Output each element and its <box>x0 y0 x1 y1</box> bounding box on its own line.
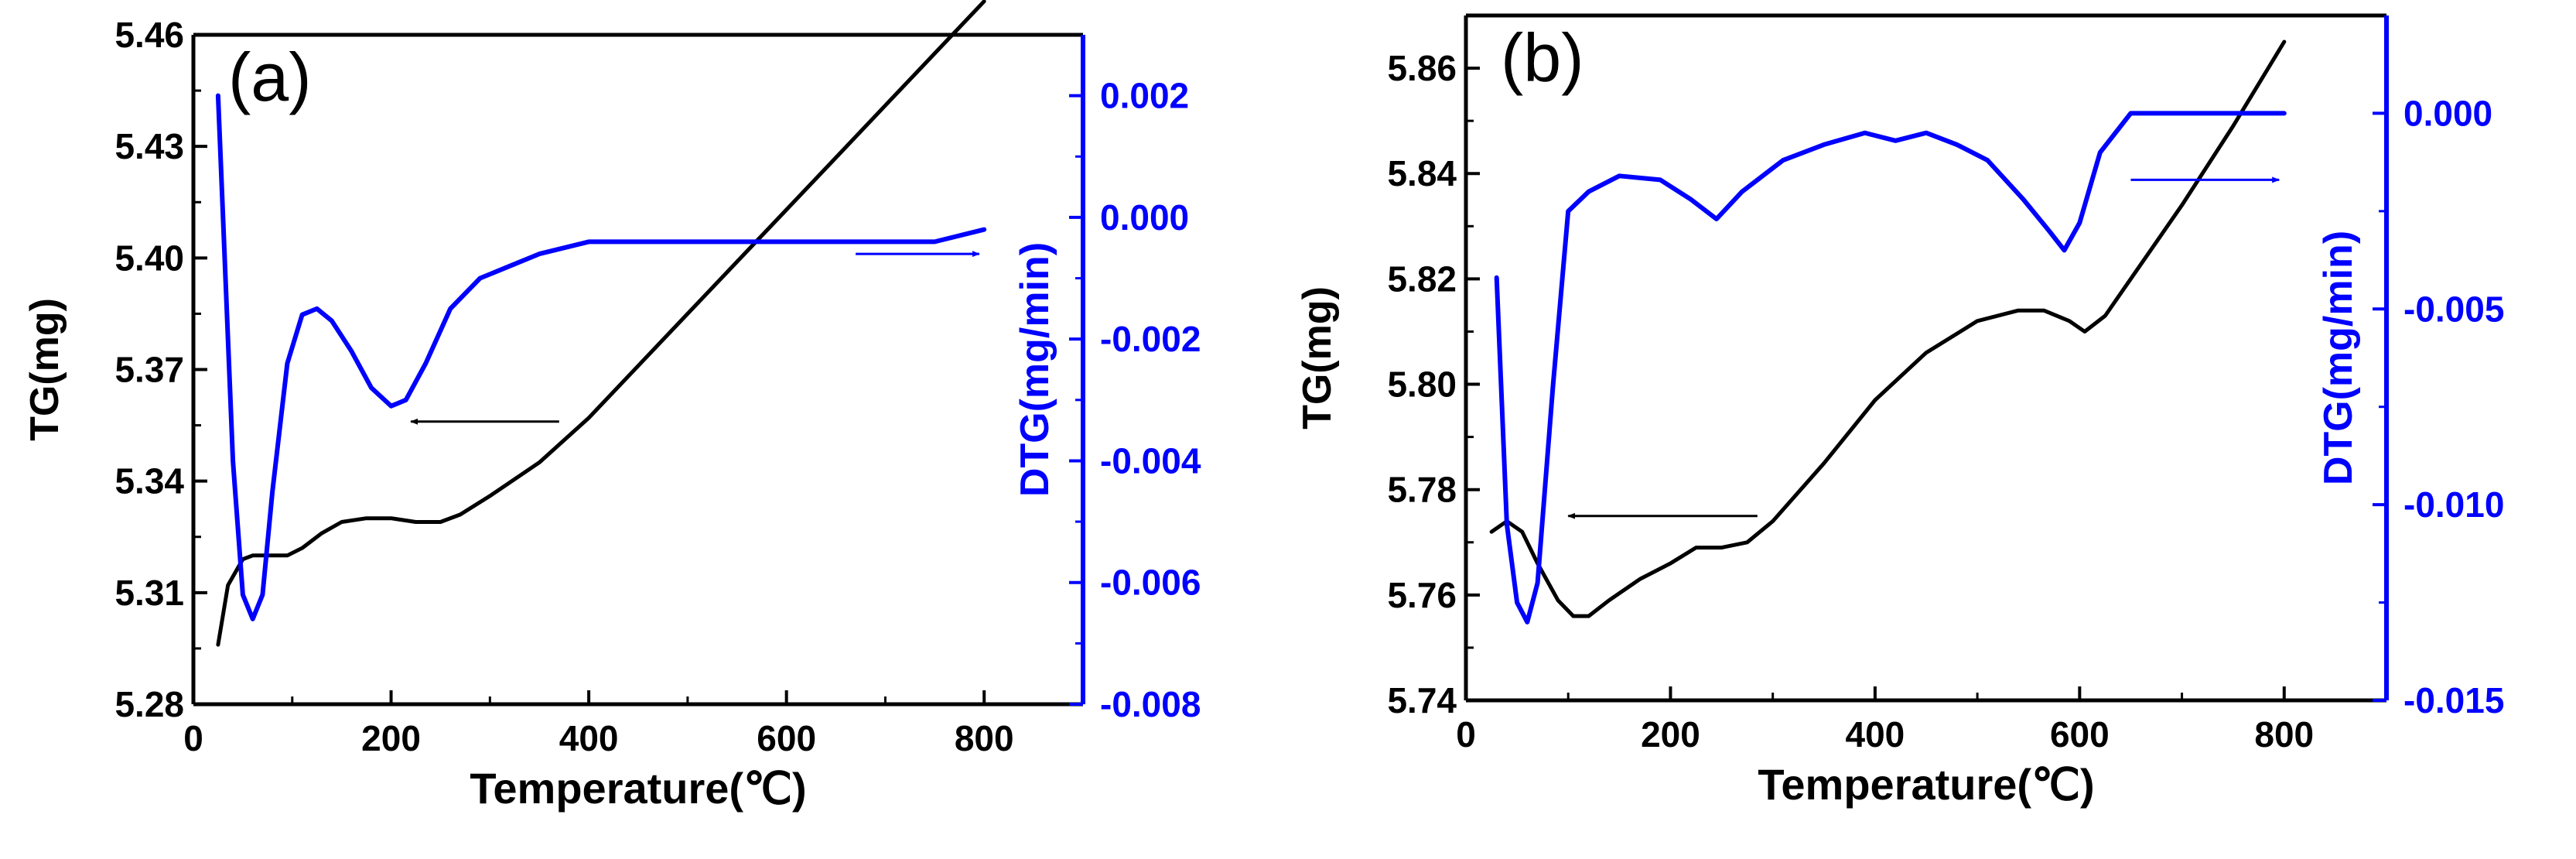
panel-b: 0 200 400 600 800 5.74 5.76 5.78 5.80 5.82 5.84 5.8… <box>1295 13 2504 809</box>
y2-tick-label: -0.006 <box>1100 563 1201 603</box>
panel-label: (b) <box>1501 19 1584 96</box>
panel-a: 0 200 400 600 800 5.28 5.31 5.34 5.37 5.40 5.43 5.4… <box>22 0 1201 813</box>
y2-tick-label: -0.005 <box>2403 289 2504 329</box>
y2-tick-label: -0.015 <box>2403 680 2504 720</box>
y-tick-label: 5.28 <box>114 684 184 724</box>
y-axis-label: TG(mg) <box>1295 286 1340 430</box>
y2-tick-label: -0.008 <box>1100 684 1201 724</box>
x-tick-label: 600 <box>2050 714 2110 755</box>
y2-tick-label: -0.004 <box>1100 440 1201 481</box>
y2-tick-label: 0.000 <box>1100 197 1189 238</box>
y2-axis-label: DTG(mg/min) <box>1013 242 1057 497</box>
y-tick-label: 5.74 <box>1387 680 1457 720</box>
x-tick-label: 400 <box>1846 714 1905 755</box>
y2-tick-label: -0.002 <box>1100 319 1201 359</box>
y-tick-label: 5.82 <box>1387 258 1457 299</box>
x-tick-label: 600 <box>757 718 816 758</box>
y-tick-label: 5.37 <box>114 350 184 390</box>
y2-tick-label: 0.000 <box>2403 93 2492 133</box>
x-axis-label: Temperature(℃) <box>470 764 806 813</box>
y-tick-label: 5.43 <box>114 126 184 166</box>
panel-label: (a) <box>228 39 312 115</box>
tg-series-line <box>1489 39 2287 618</box>
y-tick-label: 5.86 <box>1387 48 1457 88</box>
dtg-series-line <box>215 93 987 621</box>
y-tick-label: 5.80 <box>1387 364 1457 405</box>
dtg-series-line <box>1494 111 2287 625</box>
y-tick-label: 5.76 <box>1387 575 1457 615</box>
x-tick-label: 800 <box>2254 714 2314 755</box>
y-tick-label: 5.40 <box>114 238 184 278</box>
y-tick-label: 5.84 <box>1387 153 1457 193</box>
x-tick-label: 400 <box>559 718 619 758</box>
y-axis-label: TG(mg) <box>22 298 67 441</box>
x-axis-label: Temperature(℃) <box>1758 760 2094 809</box>
x-tick-label: 200 <box>361 718 421 758</box>
y2-tick-label: -0.010 <box>2403 484 2504 525</box>
y2-axis-label: DTG(mg/min) <box>2316 231 2361 485</box>
y2-tick-label: 0.002 <box>1100 76 1189 116</box>
x-tick-label: 0 <box>1456 714 1476 755</box>
x-tick-label: 800 <box>955 718 1014 758</box>
y-tick-label: 5.78 <box>1387 470 1457 510</box>
y-tick-label: 5.46 <box>114 15 184 55</box>
y-tick-label: 5.31 <box>114 573 184 613</box>
x-tick-label: 0 <box>183 718 203 758</box>
y-tick-label: 5.34 <box>114 461 184 501</box>
x-tick-label: 200 <box>1641 714 1700 755</box>
